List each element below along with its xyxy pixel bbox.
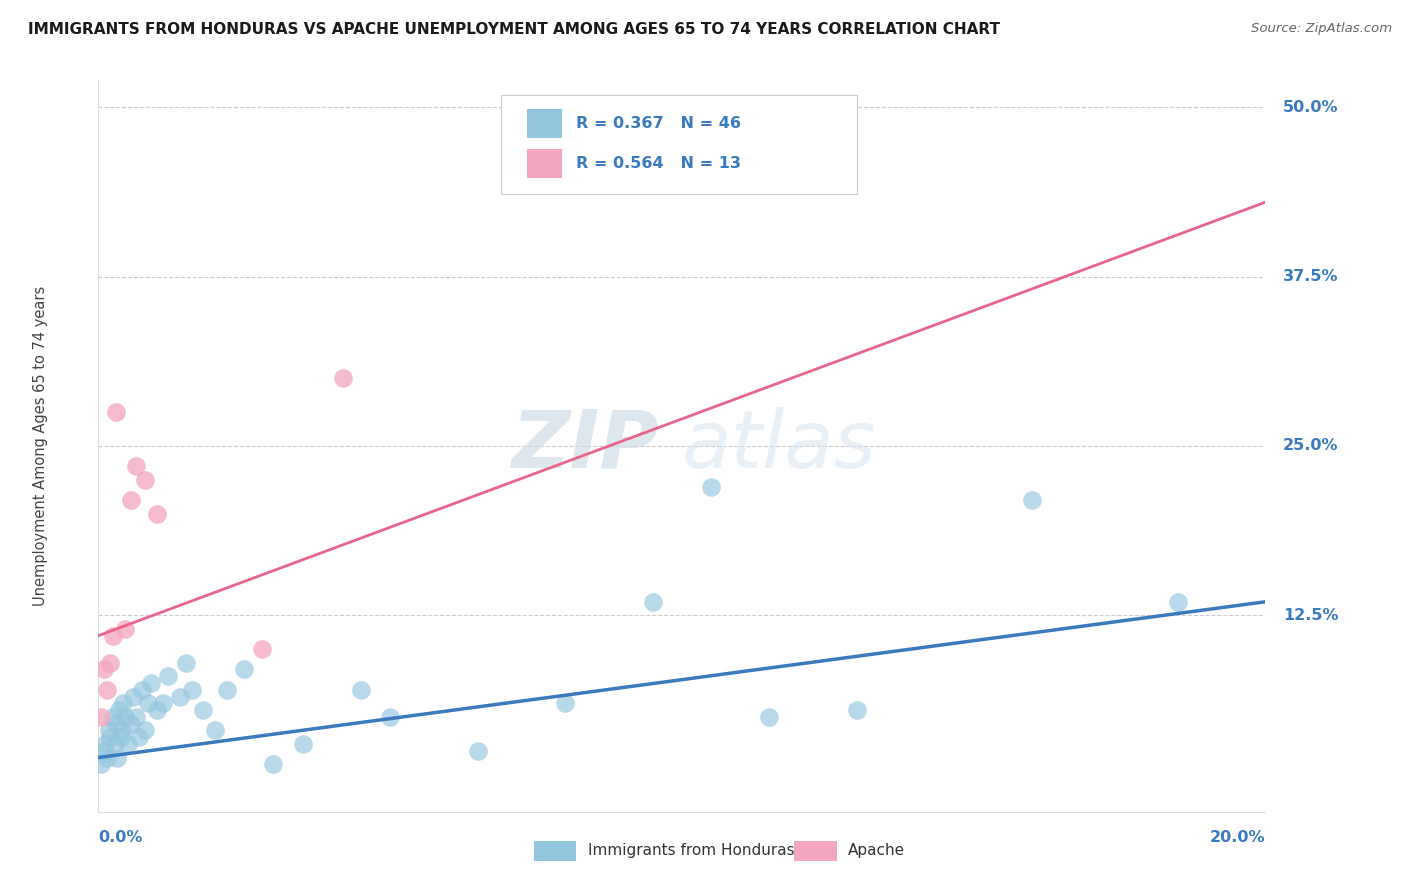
Point [174, 656, 197, 670]
Point [180, 682, 202, 697]
Point [105, 750, 128, 764]
Text: atlas: atlas [682, 407, 877, 485]
Text: R = 0.564   N = 13: R = 0.564 N = 13 [575, 156, 741, 170]
Point [97, 723, 120, 738]
Point [90, 757, 112, 772]
Point [125, 710, 148, 724]
FancyBboxPatch shape [527, 109, 562, 138]
Point [169, 690, 191, 704]
Text: 37.5%: 37.5% [1282, 269, 1339, 285]
Point [136, 697, 159, 711]
Point [125, 459, 148, 474]
Point [332, 371, 354, 385]
Point [128, 730, 150, 744]
Point [152, 697, 174, 711]
Point [117, 737, 139, 751]
Point [93, 663, 115, 677]
Text: IMMIGRANTS FROM HONDURAS VS APACHE UNEMPLOYMENT AMONG AGES 65 TO 74 YEARS CORREL: IMMIGRANTS FROM HONDURAS VS APACHE UNEMP… [28, 22, 1000, 37]
Point [114, 622, 136, 636]
Text: 0.0%: 0.0% [98, 830, 143, 845]
Point [131, 682, 153, 697]
Point [122, 690, 145, 704]
Text: Apache: Apache [848, 844, 905, 858]
Text: 25.0%: 25.0% [1282, 439, 1339, 453]
Point [1167, 595, 1189, 609]
Point [157, 669, 180, 683]
Point [291, 737, 314, 751]
Point [467, 744, 489, 758]
Text: R = 0.367   N = 46: R = 0.367 N = 46 [575, 116, 741, 131]
Point [120, 716, 142, 731]
Point [98, 730, 121, 744]
Point [104, 716, 127, 731]
Text: Unemployment Among Ages 65 to 74 years: Unemployment Among Ages 65 to 74 years [32, 285, 48, 607]
Point [193, 703, 215, 717]
Point [262, 757, 284, 772]
Point [110, 730, 132, 744]
FancyBboxPatch shape [501, 95, 856, 194]
Point [146, 703, 169, 717]
Point [114, 710, 136, 724]
Point [845, 703, 868, 717]
Point [104, 737, 127, 751]
Point [378, 710, 402, 724]
Point [350, 682, 373, 697]
Point [104, 405, 127, 419]
Point [96, 750, 118, 764]
Point [641, 595, 664, 609]
Point [250, 642, 273, 657]
Point [111, 697, 134, 711]
Point [146, 507, 169, 521]
Point [134, 473, 156, 487]
Text: ZIP: ZIP [512, 407, 658, 485]
Point [204, 723, 226, 738]
Point [139, 676, 162, 690]
Text: Immigrants from Honduras: Immigrants from Honduras [588, 844, 794, 858]
Text: Source: ZipAtlas.com: Source: ZipAtlas.com [1251, 22, 1392, 36]
Point [1021, 493, 1043, 508]
Point [700, 480, 723, 494]
Point [215, 682, 238, 697]
Point [108, 703, 131, 717]
Text: 20.0%: 20.0% [1211, 830, 1265, 845]
Point [758, 710, 780, 724]
Point [90, 710, 112, 724]
Point [96, 682, 118, 697]
Point [98, 656, 121, 670]
Point [111, 723, 134, 738]
Point [554, 697, 576, 711]
Point [94, 737, 117, 751]
FancyBboxPatch shape [527, 149, 562, 178]
Point [134, 723, 156, 738]
Point [101, 629, 124, 643]
Point [233, 663, 256, 677]
Text: 50.0%: 50.0% [1282, 100, 1339, 115]
Point [120, 493, 142, 508]
Text: 12.5%: 12.5% [1282, 607, 1339, 623]
Point [93, 744, 115, 758]
Point [101, 710, 124, 724]
